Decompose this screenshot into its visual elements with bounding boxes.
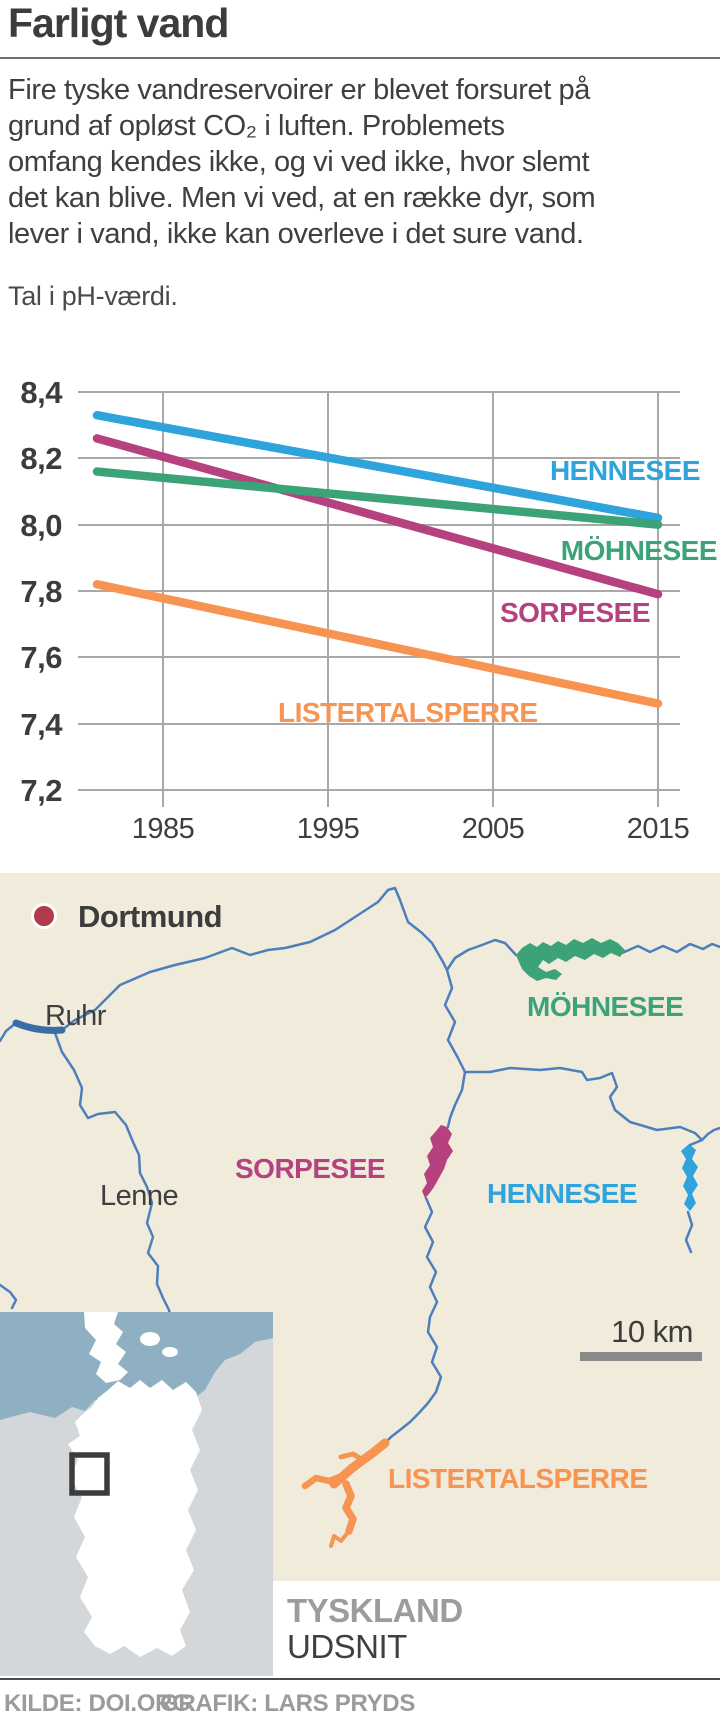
- lake-label-moehnesee: MÖHNESEE: [527, 991, 683, 1022]
- lake-moehnesee: [516, 938, 625, 981]
- inset-denmark: [84, 1312, 128, 1383]
- series-label-moehnesee: MÖHNESEE: [561, 535, 717, 566]
- intro-line: omfang kendes ikke, og vi ved ikke, hvor…: [8, 146, 590, 178]
- y-tick-label: 8,0: [20, 508, 62, 543]
- source-credit: KILDE: DOI.ORG: [4, 1690, 191, 1717]
- scale-label: 10 km: [611, 1314, 693, 1349]
- inset-island: [140, 1332, 160, 1346]
- series-line-sorpesee: [92, 434, 663, 599]
- city-dot-dortmund: [31, 903, 57, 929]
- river-east: [463, 1066, 704, 1142]
- scale-bar: [580, 1352, 702, 1361]
- germany-inset-map: [0, 1312, 273, 1676]
- y-tick-label: 8,2: [20, 441, 62, 476]
- river-ruhr: [60, 886, 449, 1032]
- y-axis: 8,4 8,2 8,0 7,8 7,6 7,4 7,2: [20, 375, 63, 808]
- y-tick-label: 8,4: [20, 375, 63, 410]
- river-henne-inflow: [688, 1138, 704, 1147]
- x-tick-label: 1985: [132, 813, 195, 845]
- inset-caption-label: UDSNIT: [287, 1628, 407, 1665]
- x-tick-label: 2015: [627, 813, 690, 845]
- city-label-dortmund: Dortmund: [78, 899, 222, 934]
- series-line-moehnesee: [92, 467, 663, 529]
- river-lister-feed: [383, 1196, 443, 1445]
- intro-line: grund af opløst CO₂ i luften. Problemets: [8, 110, 505, 142]
- series-label-listertalsperre: LISTERTALSPERRE: [278, 697, 538, 728]
- river-east-branch: [700, 1126, 720, 1142]
- inset-island: [162, 1347, 178, 1357]
- intro-line: det kan blive. Men vi ved, at en række d…: [8, 182, 596, 214]
- river-label-lenne: Lenne: [100, 1180, 178, 1212]
- inset-country-label: TYSKLAND: [287, 1592, 463, 1629]
- intro-line: lever i vand, ikke kan overleve i det su…: [8, 218, 584, 250]
- y-tick-label: 7,6: [20, 640, 62, 675]
- footer: KILDE: DOI.ORG GRAFIK: LARS PRYDS: [4, 1690, 415, 1717]
- river-moehne-outflow: [620, 942, 720, 955]
- y-tick-label: 7,2: [20, 773, 62, 808]
- river-moehne-inflow: [445, 938, 518, 972]
- river-label-ruhr: Ruhr: [45, 1000, 107, 1032]
- ph-line-chart: 8,4 8,2 8,0 7,8 7,6 7,4 7,2 1985 1995 20…: [20, 375, 717, 845]
- intro-text: Fire tyske vandreservoirer er blevet for…: [8, 72, 720, 252]
- series-line-hennesee: [92, 410, 663, 523]
- lake-listertalsperre: [301, 1438, 390, 1548]
- x-axis: 1985 1995 2005 2015: [132, 813, 690, 845]
- river-ruhr: [0, 1021, 18, 1043]
- x-tick-label: 1995: [297, 813, 360, 845]
- river-sorpe: [443, 968, 467, 1129]
- y-tick-label: 7,8: [20, 574, 62, 609]
- lake-sorpesee: [422, 1125, 453, 1198]
- y-tick-label: 7,4: [20, 707, 63, 742]
- river-stub-west: [0, 1283, 18, 1310]
- river-lenne: [53, 1031, 174, 1325]
- lake-hennesee: [681, 1144, 698, 1211]
- river-henne-outflow: [684, 1210, 694, 1254]
- title-divider: [0, 57, 720, 59]
- intro-line: Fire tyske vandreservoirer er blevet for…: [8, 74, 590, 106]
- inset-region-marker: [69, 1452, 110, 1496]
- lake-label-listertalsperre: LISTERTALSPERRE: [388, 1463, 648, 1494]
- lake-label-hennesee: HENNESEE: [487, 1178, 637, 1209]
- chart-series: [92, 410, 663, 708]
- series-label-sorpesee: SORPESEE: [500, 597, 650, 628]
- rivers: [0, 886, 720, 1445]
- page-title: Farligt vand: [8, 0, 229, 46]
- inset-germany: [68, 1380, 202, 1657]
- footer-divider: [0, 1678, 720, 1680]
- graphic-credit: GRAFIK: LARS PRYDS: [160, 1690, 416, 1717]
- chart-unit-note: Tal i pH-værdi.: [8, 281, 178, 311]
- series-line-listertalsperre: [92, 580, 663, 708]
- lake-label-sorpesee: SORPESEE: [235, 1153, 385, 1184]
- x-tick-label: 2005: [462, 813, 525, 845]
- river-ruhr-reservoir-segment: [12, 1019, 66, 1034]
- series-label-hennesee: HENNESEE: [550, 455, 700, 486]
